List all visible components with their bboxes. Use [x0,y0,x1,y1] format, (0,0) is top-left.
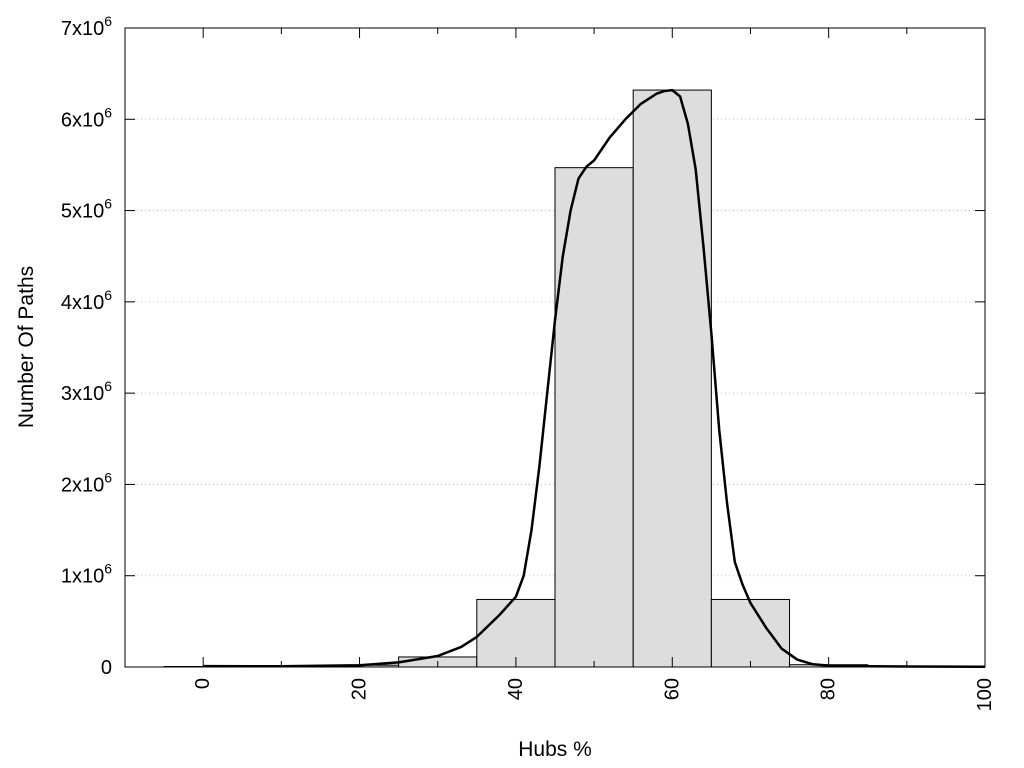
x-tick-label-1: 20 [349,678,371,700]
histogram-bar-7 [710,598,791,668]
y-tick-label-1: 1x106 [61,561,112,588]
y-tick-label-3: 3x106 [61,378,112,405]
y-tick-label-6: 6x106 [61,104,112,131]
y-axis-title: Number Of Paths [15,266,38,428]
axis-ticks [125,27,986,668]
plot-frame [124,27,986,668]
y-tick-label-2: 2x106 [61,469,112,496]
y-tick-label-4: 4x106 [61,287,112,314]
x-tick-label-0: 0 [192,678,214,689]
y-tick-label-7: 7x106 [61,13,112,40]
x-tick-label-4: 80 [818,678,840,700]
x-tick-label-3: 60 [661,678,683,700]
y-tick-labels: 0 1x106 2x106 3x106 4x106 5x106 6x106 7x106 [61,13,112,679]
histogram-bar-5 [554,167,634,668]
x-tick-label-2: 40 [505,678,527,700]
histogram-bar-6 [632,89,712,668]
histogram-bars [163,89,986,668]
y-tick-label-0: 0 [101,657,112,679]
fit-curve-line [203,88,986,668]
fit-curve [203,88,986,668]
grid-lines [125,118,985,577]
histogram-bar-4 [476,598,556,668]
x-tick-labels: 0 20 40 60 80 100 [192,678,996,711]
y-tick-label-5: 5x106 [61,196,112,223]
x-axis-title: Hubs % [518,738,592,761]
x-tick-label-5: 100 [974,678,996,711]
